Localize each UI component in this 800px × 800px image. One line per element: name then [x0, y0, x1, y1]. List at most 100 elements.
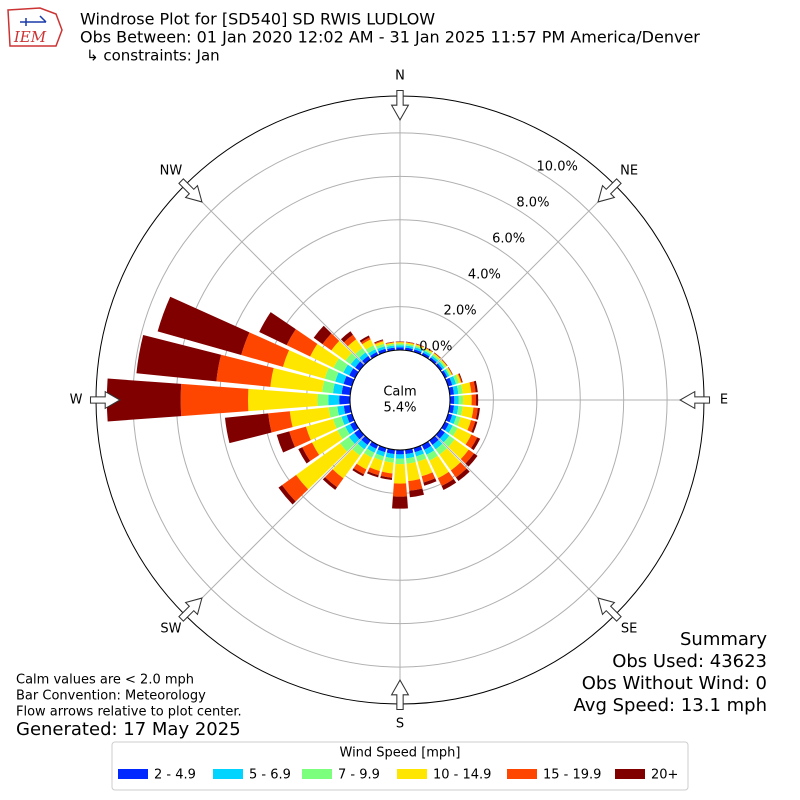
wind-bar: [380, 475, 393, 480]
wind-bar: [180, 383, 249, 417]
wind-bar: [405, 341, 415, 344]
wind-bar: [460, 449, 475, 464]
wind-bar: [362, 355, 371, 365]
wind-bar: [437, 361, 445, 370]
calm-label: Calm: [383, 385, 416, 400]
wind-bar: [475, 394, 479, 406]
wind-bar: [434, 352, 441, 359]
wind-bar: [352, 443, 365, 456]
note: Flow arrows relative to plot center.: [16, 705, 242, 720]
wind-bar: [441, 370, 448, 379]
wind-bar: [417, 458, 433, 477]
wind-bar: [340, 436, 355, 452]
wind-bar: [433, 353, 441, 360]
compass-label: NE: [620, 163, 638, 178]
r-tick-label: 8.0%: [516, 195, 549, 210]
wind-bar: [405, 345, 414, 350]
legend-title: Wind Speed [mph]: [340, 746, 461, 761]
wind-bar: [353, 463, 367, 475]
wind-bar: [361, 435, 371, 445]
wind-bar: [387, 347, 395, 352]
wind-bar: [332, 383, 344, 395]
flow-arrow: [597, 597, 622, 622]
wind-bar: [449, 414, 457, 425]
wind-bar: [136, 335, 222, 382]
wind-bar: [276, 431, 295, 453]
logo: IEM: [7, 7, 63, 47]
wind-bar: [421, 472, 436, 483]
wind-bar: [396, 449, 404, 455]
calm-value: 5.4%: [383, 401, 416, 416]
wind-bar: [461, 382, 472, 394]
r-tick-label: 0.0%: [419, 339, 452, 354]
compass-label: NW: [160, 163, 183, 178]
legend-swatch: [397, 769, 427, 779]
spoke: [435, 184, 616, 365]
wind-bar: [441, 479, 457, 490]
r-tick-label: 4.0%: [468, 267, 501, 282]
wind-bar: [395, 342, 405, 344]
wind-bar: [381, 461, 394, 474]
wind-bar: [357, 439, 368, 450]
flow-arrow: [679, 390, 711, 410]
wind-bar: [405, 347, 413, 352]
wind-bar: [328, 406, 339, 418]
wind-bar: [286, 329, 318, 357]
wind-bar: [405, 452, 415, 459]
chart-subtitle: Obs Between: 01 Jan 2020 12:02 AM - 31 J…: [80, 28, 700, 47]
compass-label: S: [396, 717, 404, 732]
wind-bar: [424, 347, 433, 354]
wind-bar: [395, 454, 405, 459]
note: Bar Convention: Meteorology: [16, 689, 206, 704]
wind-bar: [325, 469, 344, 488]
wind-bar: [471, 407, 478, 420]
wind-bar: [350, 421, 359, 432]
wind-bar: [298, 447, 311, 464]
legend-swatch: [507, 769, 537, 779]
legend-label: 10 - 14.9: [433, 768, 491, 783]
wind-bar: [313, 325, 332, 345]
wind-bar: [475, 407, 480, 420]
wind-bar: [461, 406, 474, 419]
wind-bar: [386, 345, 395, 350]
wind-bar: [455, 373, 462, 384]
wind-bar: [395, 458, 405, 465]
logo-text: IEM: [13, 28, 47, 46]
wind-bar: [429, 435, 439, 445]
wind-bar: [413, 349, 422, 355]
wind-bar: [362, 339, 374, 350]
wind-bar: [333, 416, 345, 429]
wind-bar: [457, 373, 462, 383]
wind-bar: [467, 420, 476, 433]
legend-box: [111, 741, 689, 791]
wind-bar: [385, 342, 395, 344]
wind-bar: [395, 345, 405, 348]
wind-bar: [332, 449, 360, 479]
compass-label: SE: [621, 622, 637, 637]
wind-bar: [443, 369, 450, 378]
wind-bar: [437, 471, 454, 487]
wind-bar: [317, 393, 329, 407]
wind-bar: [413, 445, 423, 453]
wind-bar: [380, 471, 393, 478]
legend-swatch: [615, 769, 645, 779]
flow-arrow: [390, 89, 410, 121]
wind-bar: [455, 468, 470, 482]
wind-bar: [429, 357, 437, 365]
wind-bar: [457, 417, 472, 431]
wind-bar: [421, 352, 430, 359]
wind-bar: [439, 432, 450, 443]
wind-bar: [414, 347, 423, 353]
legend-label: 5 - 6.9: [249, 768, 291, 783]
wind-bar: [452, 405, 459, 415]
wind-bar: [470, 437, 481, 451]
r-tick-label: 2.0%: [444, 303, 477, 318]
wind-bar: [444, 423, 453, 433]
legend-swatch: [118, 769, 148, 779]
wind-bar: [450, 462, 467, 478]
wind-bar: [359, 335, 370, 343]
wind-bar: [374, 339, 384, 344]
wind-bar: [333, 358, 348, 373]
wind-bar: [433, 352, 441, 359]
wind-bar: [216, 354, 274, 387]
